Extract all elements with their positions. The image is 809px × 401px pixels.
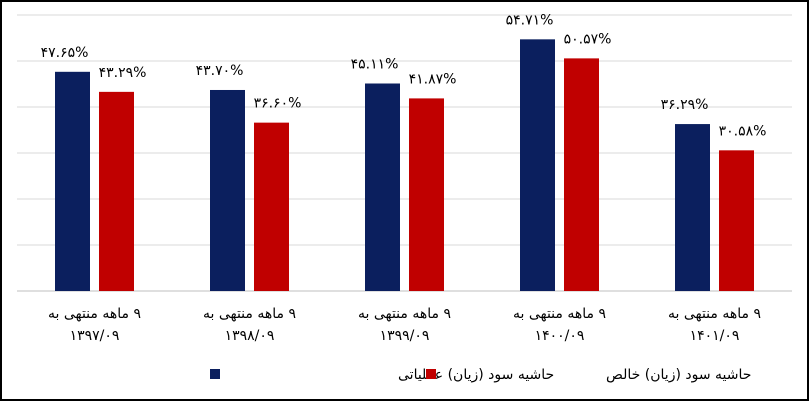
data-labels: ۴۷.۶۵% ۴۳.۲۹% ۴۳.۷۰% ۳۶.۶۰% ۴۵.۱۱% ۴۱.۸۷% ۵۴.۷… xyxy=(41,12,767,139)
data-label: ۴۷.۶۵% xyxy=(41,45,89,61)
legend-swatch-net xyxy=(426,369,436,379)
bar-operating-margin xyxy=(365,83,400,291)
bar-net-margin xyxy=(564,58,599,292)
category-label: ۹ ماهه منتهی به xyxy=(668,306,761,322)
data-label: ۴۱.۸۷% xyxy=(409,71,457,87)
bar-operating-margin xyxy=(520,39,555,291)
bar-net-margin xyxy=(99,91,134,291)
gridlines xyxy=(17,14,792,292)
category-label: ۹ ماهه منتهی به xyxy=(203,306,296,322)
bar-operating-margin xyxy=(210,89,245,291)
legend-label-operating: حاشیه سود (زیان) عملیاتی xyxy=(398,367,554,383)
legend: حاشیه سود (زیان) عملیاتی حاشیه سود (زیان)… xyxy=(210,367,751,383)
category-label: ۱۴۰۰/۰۹ xyxy=(535,328,585,344)
category-label: ۹ ماهه منتهی به xyxy=(513,306,606,322)
data-label: ۳۰.۵۸% xyxy=(719,123,767,139)
bar-net-margin xyxy=(254,122,289,291)
category-label: ۱۳۹۷/۰۹ xyxy=(70,328,120,344)
category-label: ۱۳۹۸/۰۹ xyxy=(225,328,275,344)
data-label: ۵۰.۵۷% xyxy=(564,31,612,47)
legend-swatch-operating xyxy=(210,369,220,379)
bar-operating-margin xyxy=(55,71,90,291)
bar-net-margin xyxy=(719,150,754,291)
data-label: ۴۳.۷۰% xyxy=(196,63,244,79)
data-label: ۳۶.۲۹% xyxy=(661,97,709,113)
bar-operating-margin xyxy=(675,124,710,291)
category-label: ۱۳۹۹/۰۹ xyxy=(380,328,430,344)
data-label: ۴۳.۲۹% xyxy=(99,65,147,81)
category-labels: ۹ ماهه منتهی به ۱۳۹۷/۰۹ ۹ ماهه منتهی به ۱۳۹… xyxy=(48,306,761,344)
data-label: ۴۵.۱۱% xyxy=(351,56,399,72)
data-label: ۳۶.۶۰% xyxy=(254,96,302,112)
bar-net-margin xyxy=(409,98,444,291)
legend-label-net: حاشیه سود (زیان) خالص xyxy=(606,367,751,383)
category-label: ۹ ماهه منتهی به xyxy=(48,306,141,322)
bars xyxy=(55,39,754,292)
data-label: ۵۴.۷۱% xyxy=(506,12,554,28)
category-label: ۱۴۰۱/۰۹ xyxy=(690,328,740,344)
category-label: ۹ ماهه منتهی به xyxy=(358,306,451,322)
